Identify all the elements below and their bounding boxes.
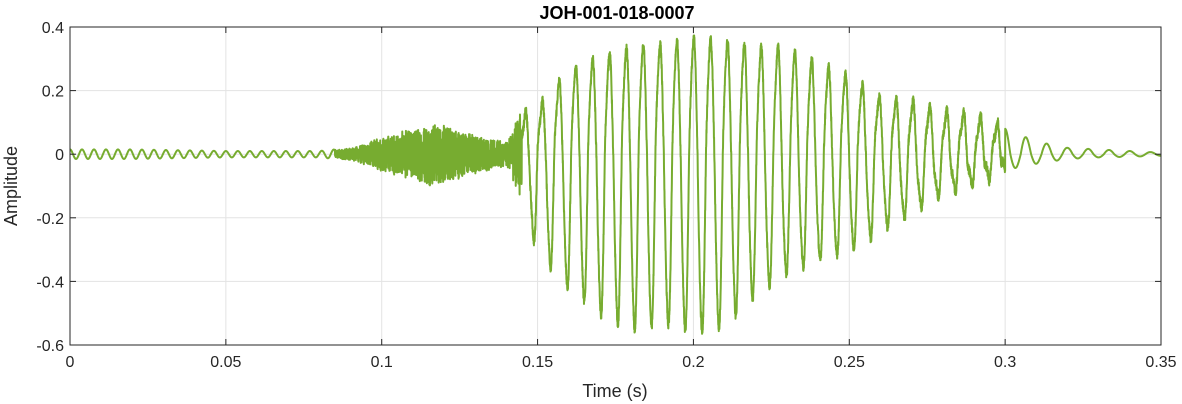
y-axis-ticks: -0.6 -0.4 -0.2 0 0.2 0.4 bbox=[36, 20, 1161, 355]
series-waveform bbox=[70, 34, 1161, 335]
plot-area bbox=[70, 34, 1161, 335]
y-tick-label: 0 bbox=[55, 147, 64, 164]
y-tick-label: -0.4 bbox=[36, 274, 64, 291]
y-tick-label: 0.4 bbox=[42, 20, 64, 37]
x-tick-label: 0.2 bbox=[682, 354, 704, 371]
x-tick-label: 0.35 bbox=[1145, 354, 1176, 371]
x-tick-label: 0.3 bbox=[994, 354, 1016, 371]
x-tick-label: 0.25 bbox=[834, 354, 865, 371]
y-axis-label: Amplitude bbox=[1, 146, 21, 226]
y-tick-label: -0.6 bbox=[36, 338, 64, 355]
x-axis-ticks: 0 0.05 0.1 0.15 0.2 0.25 0.3 0.35 bbox=[66, 27, 1177, 371]
chart-title: JOH-001-018-0007 bbox=[539, 3, 694, 23]
y-tick-label: -0.2 bbox=[36, 211, 64, 228]
x-tick-label: 0.05 bbox=[210, 354, 241, 371]
axes-box bbox=[69, 26, 1162, 346]
x-tick-label: 0.15 bbox=[522, 354, 553, 371]
x-tick-label: 0 bbox=[66, 354, 75, 371]
x-axis-label: Time (s) bbox=[582, 381, 647, 401]
y-tick-label: 0.2 bbox=[42, 84, 64, 101]
x-tick-label: 0.1 bbox=[371, 354, 393, 371]
